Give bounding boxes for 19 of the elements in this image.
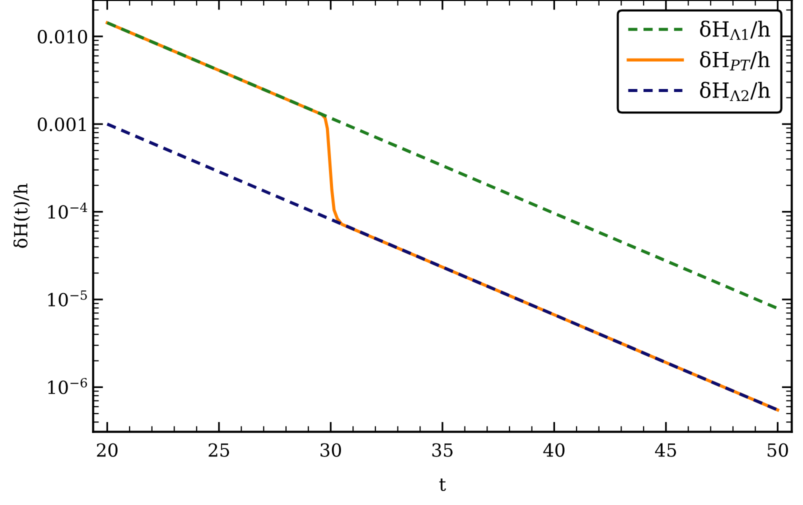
x-tick-label: 40 xyxy=(543,443,564,457)
x-tick-label: 35 xyxy=(432,443,453,457)
x-tick-label: 50 xyxy=(768,443,788,457)
y-tick-label: 10$^{−4}$ xyxy=(48,202,88,219)
y-tick-label: 0.010 xyxy=(38,30,88,44)
x-tick-label: 45 xyxy=(655,443,676,457)
y-axis-title: δH(t)/h xyxy=(13,184,30,248)
legend-label: δH$_{Λ2}$/h xyxy=(700,82,770,101)
x-tick-label: 30 xyxy=(320,443,341,457)
x-tick-label: 20 xyxy=(96,443,118,457)
legend-label: δH$_{PT}$/h xyxy=(700,51,770,70)
y-tick-label: 10$^{−6}$ xyxy=(48,378,88,394)
line-series xyxy=(106,122,780,412)
x-axis-title: t xyxy=(439,478,446,492)
y-tick-label: 10$^{−5}$ xyxy=(48,290,87,306)
x-tick-label: 25 xyxy=(208,443,230,457)
line-series xyxy=(106,21,780,310)
legend-label: δH$_{Λ1}$/h xyxy=(700,20,770,40)
y-tick-label: 0.001 xyxy=(38,118,86,132)
